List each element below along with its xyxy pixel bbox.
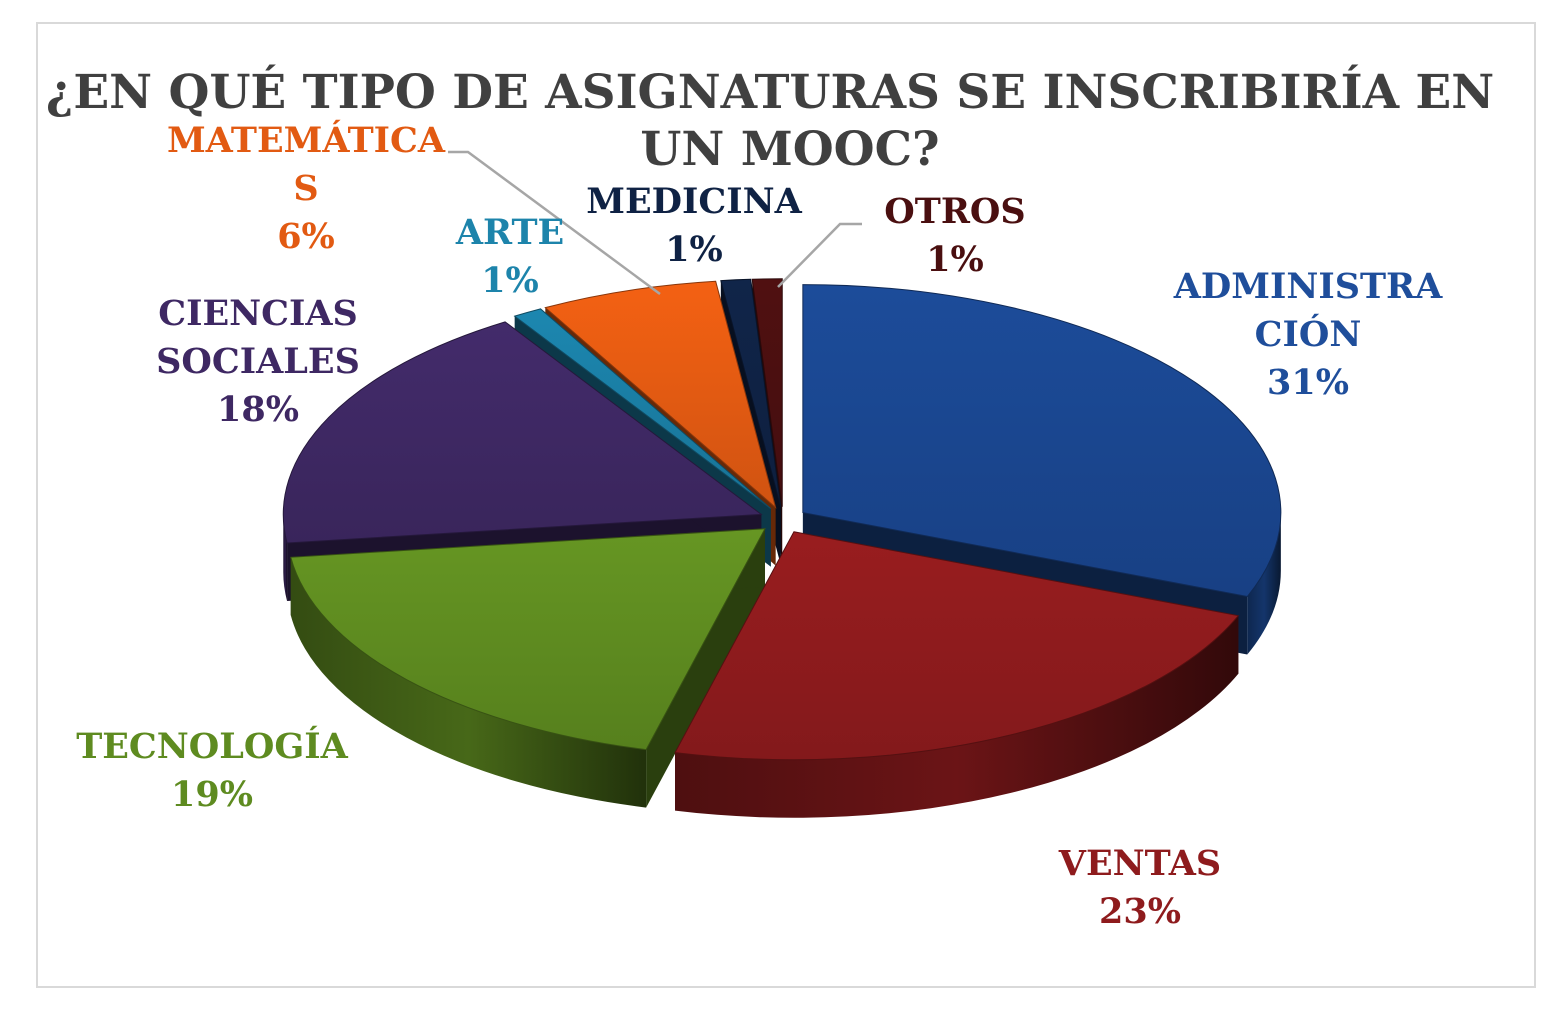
label-ventas-name-0: VENTAS <box>1058 843 1221 884</box>
slice-administra-cion <box>802 284 1282 598</box>
slice-administra-cion-side-0 <box>1247 512 1281 655</box>
label-arte-name-0: ARTE <box>455 212 564 253</box>
slice-ventas <box>674 531 1240 761</box>
leader-otros <box>777 222 862 288</box>
slice-tecnologia-side-0 <box>290 557 647 808</box>
label-medicina-value: 1% <box>665 229 723 270</box>
label-medicina-name-0: MEDICINA <box>586 181 802 222</box>
label-administra-cion-value: 31% <box>1267 362 1349 403</box>
pie-tops <box>282 278 1282 761</box>
slice-ciencias-sociales <box>282 321 763 544</box>
label-arte-value: 1% <box>481 260 539 301</box>
slice-tecnologia-wall-start <box>646 528 765 808</box>
label-ciencias-sociales-value: 18% <box>217 389 299 430</box>
label-ciencias-sociales-name-0: CIENCIAS <box>158 293 358 334</box>
label-otros-value: 1% <box>926 239 984 280</box>
slice-otros <box>751 278 783 507</box>
label-otros-name-0: OTROS <box>884 191 1025 232</box>
label-tecnologia-value: 19% <box>171 774 253 815</box>
slice-ventas-side-0 <box>675 615 1239 818</box>
slice-matematica-s <box>544 280 777 509</box>
leader-matematica-s <box>448 150 661 296</box>
chart-title-line-1: ¿EN QUÉ TIPO DE ASIGNATURAS SE INSCRIBIR… <box>46 64 1494 120</box>
slice-arte <box>513 308 772 510</box>
label-ventas-value: 23% <box>1099 891 1181 932</box>
label-tecnologia-name-0: TECNOLOGÍA <box>76 725 348 767</box>
label-matematica-s-value: 6% <box>277 216 335 257</box>
label-ciencias-sociales-name-1: SOCIALES <box>156 341 360 382</box>
chart-title-line-2: UN MOOC? <box>640 122 939 177</box>
slice-tecnologia <box>290 528 766 751</box>
slice-ciencias-sociales-side-0 <box>283 514 288 601</box>
label-matematica-s-name-1: S <box>293 168 318 209</box>
label-administra-cion-name-0: ADMINISTRA <box>1173 266 1443 307</box>
data-labels: ADMINISTRA CIÓN 31% VENTAS 23% TECNOLOGÍA 19% C… <box>76 119 1443 932</box>
label-administra-cion-name-1: CIÓN <box>1255 313 1362 355</box>
leader-lines <box>448 150 862 296</box>
slice-medicina <box>720 278 782 507</box>
label-matematica-s-name-0: MATEMÁTICA <box>167 119 446 161</box>
